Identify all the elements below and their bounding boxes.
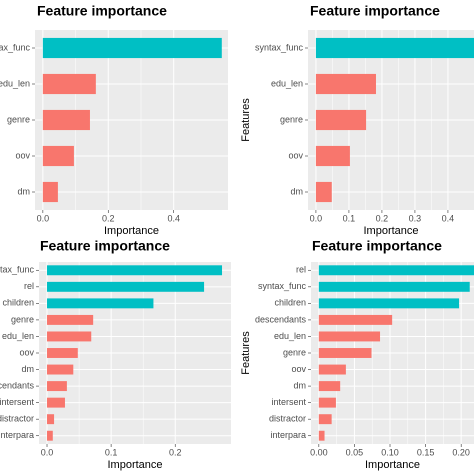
x-axis-title: Importance [107, 459, 162, 471]
y-tick-label: syntax_func [0, 265, 34, 275]
y-axis-title: Features [240, 331, 252, 375]
chart-title: Feature importance [312, 238, 442, 254]
bar [47, 414, 55, 425]
x-axis-title: Importance [365, 459, 420, 471]
y-tick-label: intersent [271, 397, 306, 407]
bar [47, 397, 65, 408]
bar [318, 331, 381, 342]
x-tick-label: 0.4 [167, 213, 180, 223]
bar [47, 348, 78, 358]
bar [318, 381, 341, 392]
y-tick-label: oov [15, 150, 30, 160]
bar [315, 73, 376, 95]
x-tick-label: 0.0 [37, 213, 50, 223]
y-tick-label: edu_len [274, 331, 306, 341]
x-tick-label: 0.00 [310, 447, 328, 457]
y-tick-label: dm [293, 380, 306, 390]
y-tick-label: syntax_func [255, 42, 304, 52]
y-tick-label: descendants [0, 380, 34, 390]
y-tick-label: genre [7, 114, 30, 124]
x-tick-label: 0.0 [41, 447, 54, 457]
bar [47, 364, 74, 375]
x-tick-label: 0.2 [376, 213, 389, 223]
x-axis-title: Importance [363, 225, 418, 237]
y-tick-label: intersent [0, 397, 34, 407]
y-tick-label: syntax_func [258, 281, 307, 291]
y-tick-label: rel [24, 281, 34, 291]
y-tick-label: edu_len [0, 78, 30, 88]
y-tick-label: oov [291, 364, 306, 374]
bar [318, 364, 346, 375]
y-tick-label: genre [283, 347, 306, 357]
bar [315, 145, 350, 167]
bar [47, 298, 154, 309]
bar [47, 281, 205, 292]
y-tick-label: interpara [270, 430, 306, 440]
bar [318, 348, 372, 358]
y-tick-label: children [2, 298, 34, 308]
y-tick-label: distractor [269, 414, 306, 424]
x-tick-label: 0.1 [105, 447, 118, 457]
bar [47, 430, 53, 441]
x-tick-label: 0.0 [310, 213, 323, 223]
bar [47, 314, 94, 325]
y-tick-label: interpara [0, 430, 34, 440]
y-axis-title: Features [240, 98, 252, 142]
x-tick-label: 0.4 [442, 213, 455, 223]
y-tick-label: children [274, 298, 306, 308]
x-tick-label: 0.05 [346, 447, 364, 457]
x-tick-label: 0.2 [169, 447, 182, 457]
y-tick-label: genre [11, 314, 34, 324]
bar [318, 414, 332, 425]
bar [42, 181, 58, 203]
bar [318, 298, 460, 309]
bar [315, 37, 474, 59]
y-tick-label: edu_len [2, 331, 34, 341]
y-tick-label: dm [290, 186, 303, 196]
x-tick-label: 0.10 [381, 447, 399, 457]
y-tick-label: descendants [255, 314, 307, 324]
panel: 0.00 0.05 0.10 0.15 0.20 rel syntax_funcchildr… [240, 238, 474, 471]
x-axis-title: Importance [104, 225, 159, 237]
y-tick-label: dm [21, 364, 34, 374]
bar [42, 37, 222, 59]
y-tick-label: genre [280, 114, 303, 124]
x-tick-label: 0.20 [452, 447, 470, 457]
y-tick-label: distractor [0, 414, 34, 424]
bar [42, 109, 90, 131]
bar [318, 281, 470, 292]
x-tick-label: 0.1 [343, 213, 356, 223]
x-tick-label: 0.15 [417, 447, 435, 457]
bar [47, 331, 92, 342]
y-tick-label: syntax_func [0, 42, 30, 52]
x-tick-label: 0.3 [409, 213, 422, 223]
bar [42, 145, 74, 167]
chart-title: Feature importance [37, 3, 167, 19]
bar [47, 265, 223, 276]
bar [318, 314, 393, 325]
x-tick-label: 0.2 [102, 213, 115, 223]
bar [318, 430, 325, 441]
bar [315, 109, 367, 131]
chart-title: Feature importance [40, 238, 170, 254]
bar [42, 73, 96, 95]
y-tick-label: oov [19, 347, 34, 357]
chart-title: Feature importance [310, 3, 440, 19]
bar [47, 381, 67, 392]
y-tick-label: rel [296, 265, 306, 275]
y-tick-label: dm [17, 186, 30, 196]
y-tick-label: edu_len [271, 78, 303, 88]
bar [318, 265, 474, 276]
y-tick-label: oov [288, 150, 303, 160]
bar [318, 397, 336, 408]
bar [315, 181, 332, 203]
